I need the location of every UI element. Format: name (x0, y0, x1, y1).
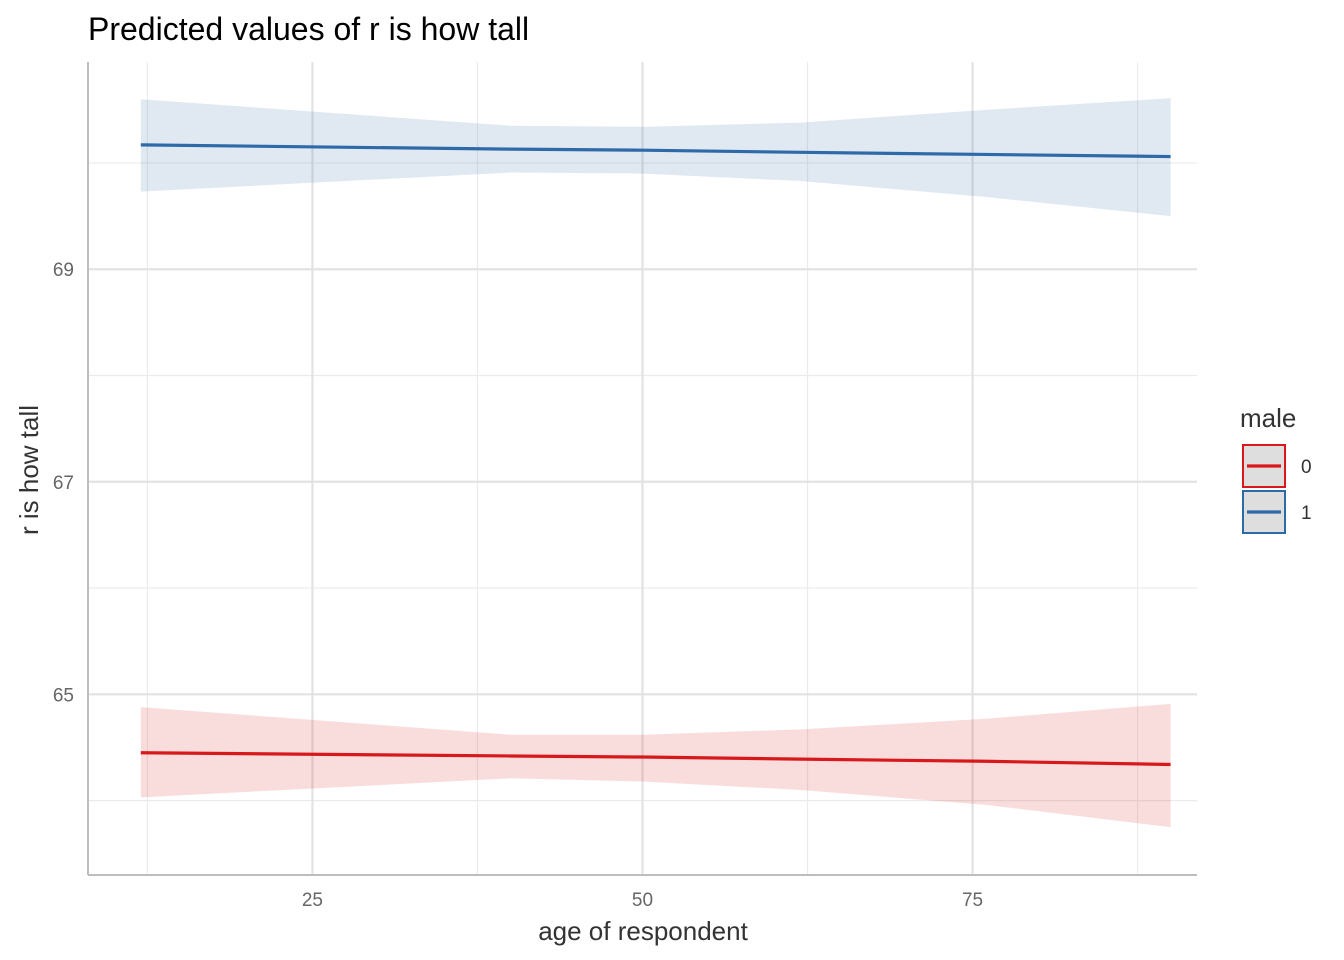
legend-label-1: 1 (1301, 503, 1312, 524)
legend-label-0: 0 (1301, 457, 1312, 478)
series-line-1 (140, 143, 1171, 159)
confidence-bands (140, 98, 1171, 828)
legend: male 0 1 (1240, 403, 1312, 534)
confidence-band-0 (140, 703, 1171, 828)
confidence-band-1 (140, 98, 1171, 217)
x-tick-label: 25 (302, 890, 323, 911)
grid-lines (88, 62, 1197, 875)
y-tick-label: 67 (53, 473, 74, 494)
y-tick-label: 65 (53, 685, 74, 706)
y-axis-title: r is how tall (14, 405, 44, 535)
axes (87, 62, 1197, 876)
chart-title: Predicted values of r is how tall (88, 11, 529, 47)
x-axis-title: age of respondent (538, 916, 748, 946)
series-line-0 (140, 751, 1171, 767)
y-tick-label: 69 (53, 260, 74, 281)
x-tick-label: 75 (962, 890, 983, 911)
series-lines (140, 143, 1171, 767)
x-tick-label: 50 (632, 890, 653, 911)
legend-title: male (1240, 403, 1296, 433)
tick-labels: 25 50 75 65 67 69 (53, 260, 983, 911)
